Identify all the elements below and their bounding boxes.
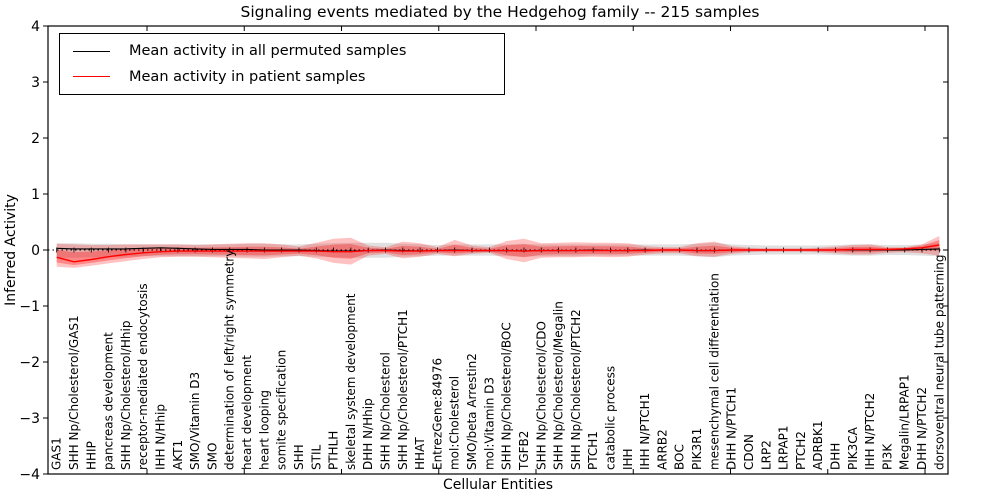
x-tick-label: somite specification: [275, 350, 289, 470]
y-tick-label: 0: [31, 243, 40, 259]
x-tick-label: SHH Np/Cholesterol/Hhip: [119, 321, 133, 470]
x-tick-label: IHH N/PTCH1: [638, 393, 652, 470]
x-tick-label: catabolic process: [604, 366, 618, 470]
x-tick-label: DHH: [829, 443, 843, 470]
x-tick-label: ARRB2: [655, 429, 669, 470]
y-tick-label: −3: [19, 411, 40, 427]
y-tick-label: −2: [19, 355, 40, 371]
x-tick-label: SHH Np/Cholesterol/PTCH1: [396, 309, 410, 470]
y-tick-label: 2: [31, 131, 40, 147]
x-tick-label: LRPAP1: [777, 425, 791, 470]
permuted-line-sample-icon: [73, 50, 110, 52]
x-tick-label: PIK3CA: [846, 426, 860, 470]
x-tick-label: DHH N/PTCH2: [915, 387, 929, 470]
x-tick-label: CDON: [742, 434, 756, 470]
x-tick-label: mol:Vitamin D3: [482, 377, 496, 470]
x-tick-label: pancreas development: [102, 332, 116, 470]
legend-entry-patient: Mean activity in patient samples: [60, 69, 504, 85]
x-tick-label: SMO: [205, 443, 219, 470]
x-tick-label: skeletal system development: [344, 293, 358, 470]
patient-mean-line: [56, 244, 940, 263]
x-tick-label: DHH N/Hhip: [361, 398, 375, 470]
patient-samples-band-outer: [56, 236, 940, 268]
x-tick-label: SHH Np/Cholesterol/Megalin: [552, 301, 566, 470]
x-tick-label: GAS1: [50, 437, 64, 470]
x-tick-label: SHH Np/Cholesterol: [379, 352, 393, 470]
x-tick-label: SMO/Vitamin D3: [188, 372, 202, 470]
x-tick-label: PTCH2: [794, 431, 808, 470]
legend-label-patient: Mean activity in patient samples: [129, 68, 366, 85]
x-axis-label: Cellular Entities: [442, 477, 554, 493]
x-tick-label: SHH Np/Cholesterol/CDO: [534, 321, 548, 470]
x-tick-label: mol:Cholesterol: [448, 376, 462, 470]
x-tick-label: STIL: [309, 445, 323, 470]
x-tick-label: Megalin/LRPAP1: [898, 374, 912, 470]
y-tick-label: 1: [31, 187, 40, 203]
x-tick-label: mesenchymal cell differentiation: [707, 273, 721, 470]
x-tick-label: TGFB2: [517, 431, 531, 471]
x-tick-label: SHH: [292, 444, 306, 470]
legend: Mean activity in all permuted samples Me…: [59, 33, 505, 95]
x-tick-label: SMO/beta Arrestin2: [465, 353, 479, 470]
x-tick-label: receptor-mediated endocytosis: [136, 283, 150, 470]
x-tick-label: PTCH1: [586, 431, 600, 470]
x-tick-label: BOC: [673, 444, 687, 470]
x-tick-label: heart looping: [257, 390, 271, 470]
x-tick-label: HHAT: [413, 437, 427, 470]
x-tick-label: IHH: [621, 448, 635, 470]
y-tick-label: −1: [19, 299, 40, 315]
x-tick-label: ADRBK1: [811, 420, 825, 470]
x-tick-label: IHH N/Hhip: [154, 404, 168, 470]
legend-label-permuted: Mean activity in all permuted samples: [129, 43, 407, 60]
x-tick-label: PTHLH: [327, 431, 341, 470]
x-tick-label: dorsoventral neural tube patterning: [932, 254, 946, 470]
x-tick-label: LRP2: [759, 440, 773, 470]
y-axis-label: Inferred Activity: [3, 194, 19, 306]
x-tick-label: IHH N/PTCH2: [863, 393, 877, 470]
chart-title: Signaling events mediated by the Hedgeho…: [240, 3, 760, 21]
y-tick-label: 4: [31, 19, 40, 35]
x-tick-label: SHH Np/Cholesterol/BOC: [500, 322, 514, 470]
patient-samples-band-inner: [56, 240, 940, 266]
x-tick-label: DHH N/PTCH1: [725, 387, 739, 470]
x-tick-label: SHH Np/Cholesterol/PTCH2: [569, 309, 583, 470]
legend-entry-permuted: Mean activity in all permuted samples: [60, 43, 504, 59]
x-tick-label: SHH Np/Cholesterol/GAS1: [67, 315, 81, 470]
y-tick-label: 3: [31, 75, 40, 91]
x-tick-label: PI3K: [880, 443, 894, 470]
x-tick-label: AKT1: [171, 440, 185, 470]
x-tick-label: PIK3R1: [690, 428, 704, 470]
x-tick-label: HHIP: [84, 441, 98, 470]
x-tick-label: heart development: [240, 355, 254, 470]
patient-line-sample-icon: [73, 76, 110, 78]
x-tick-label: EntrezGene:84976: [430, 358, 444, 470]
x-tick-label: determination of left/right symmetry: [223, 250, 237, 470]
y-tick-label: −4: [19, 467, 40, 483]
